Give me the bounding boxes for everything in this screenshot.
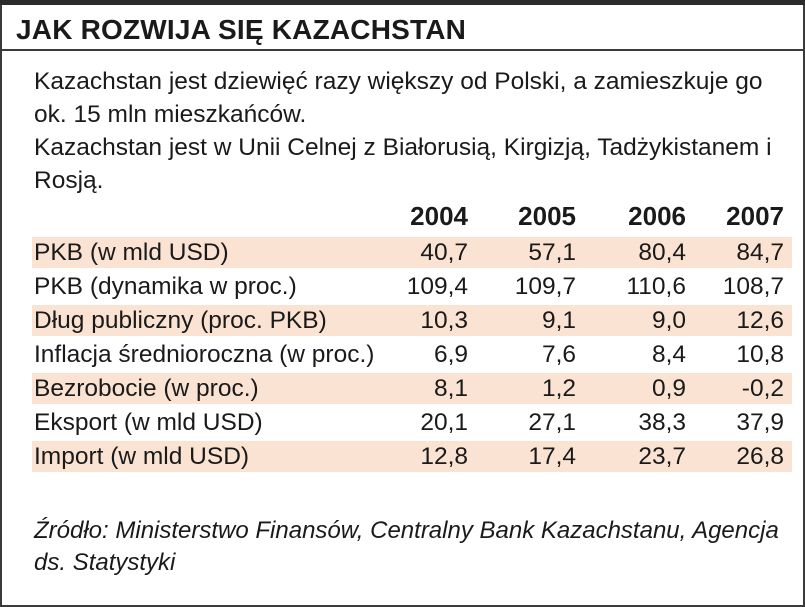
table-cell: 27,1 bbox=[528, 409, 576, 436]
intro-line-2: Kazachstan jest w Unii Celnej z Białorus… bbox=[34, 134, 772, 194]
table-cell: 20,1 bbox=[420, 409, 468, 436]
source-note: Źródło: Ministerstwo Finansów, Centralny… bbox=[34, 517, 779, 576]
table-cell: 109,7 bbox=[514, 273, 576, 300]
table-cell: 1,2 bbox=[541, 375, 576, 402]
intro-line-1: Kazachstan jest dziewięć razy większy od… bbox=[34, 68, 763, 128]
table-cell: 8,4 bbox=[651, 341, 686, 368]
table-cell: 17,4 bbox=[528, 443, 576, 470]
table-cell: 9,1 bbox=[541, 307, 576, 334]
table-cell: 80,4 bbox=[638, 239, 686, 266]
table-cell: 84,7 bbox=[736, 239, 784, 266]
table-row: Dług publiczny (proc. PKB) 10,3 9,1 9,0 12,6 bbox=[32, 305, 792, 336]
table-cell: 110,6 bbox=[626, 273, 687, 300]
row-label: PKB (dynamika w proc.) bbox=[34, 273, 297, 300]
table-cell: 0,9 bbox=[651, 375, 686, 402]
table-row: Bezrobocie (w proc.) 8,1 1,2 0,9 -0,2 bbox=[32, 373, 792, 404]
column-header-2006: 2006 bbox=[628, 201, 686, 231]
top-rule bbox=[0, 0, 805, 5]
table-row: Import (w mld USD) 12,8 17,4 23,7 26,8 bbox=[32, 441, 792, 472]
row-label: Inflacja średnioroczna (w proc.) bbox=[34, 341, 375, 368]
row-label: PKB (w mld USD) bbox=[34, 239, 229, 266]
content-panel: Kazachstan jest dziewięć razy większy od… bbox=[0, 51, 805, 607]
table-row: Inflacja średnioroczna (w proc.) 6,9 7,6 8,… bbox=[32, 339, 792, 370]
table-cell: 10,3 bbox=[420, 307, 468, 334]
row-label: Eksport (w mld USD) bbox=[34, 409, 263, 436]
table-cell: 40,7 bbox=[420, 239, 468, 266]
table-cell: -0,2 bbox=[741, 375, 784, 402]
table-cell: 12,8 bbox=[420, 443, 468, 470]
table-cell: 57,1 bbox=[528, 239, 576, 266]
table-row: PKB (w mld USD) 40,7 57,1 80,4 84,7 bbox=[32, 237, 792, 268]
table-cell: 26,8 bbox=[736, 443, 784, 470]
table-row: PKB (dynamika w proc.) 109,4 109,7 110,6 108… bbox=[32, 271, 792, 302]
row-label: Import (w mld USD) bbox=[34, 443, 250, 470]
table-cell: 109,4 bbox=[406, 273, 468, 300]
row-label: Bezrobocie (w proc.) bbox=[34, 375, 259, 402]
title-box: JAK ROZWIJA SIĘ KAZACHSTAN bbox=[0, 5, 805, 51]
table-cell: 108,7 bbox=[722, 273, 784, 300]
table-cell: 7,6 bbox=[541, 341, 576, 368]
table-cell: 23,7 bbox=[638, 443, 686, 470]
column-header-2004: 2004 bbox=[410, 201, 468, 231]
table-cell: 12,6 bbox=[736, 307, 784, 334]
page-title: JAK ROZWIJA SIĘ KAZACHSTAN bbox=[16, 14, 467, 45]
row-label: Dług publiczny (proc. PKB) bbox=[34, 307, 327, 334]
intro-text: Kazachstan jest dziewięć razy większy od… bbox=[34, 65, 794, 197]
table-cell: 6,9 bbox=[433, 341, 468, 368]
table-cell: 37,9 bbox=[736, 409, 784, 436]
table-cell: 9,0 bbox=[651, 307, 686, 334]
table-cell: 10,8 bbox=[736, 341, 784, 368]
table-cell: 38,3 bbox=[638, 409, 686, 436]
column-header-2005: 2005 bbox=[518, 201, 576, 231]
column-header-2007: 2007 bbox=[726, 201, 784, 231]
table-cell: 8,1 bbox=[433, 375, 468, 402]
table-row: Eksport (w mld USD) 20,1 27,1 38,3 37,9 bbox=[32, 407, 792, 438]
